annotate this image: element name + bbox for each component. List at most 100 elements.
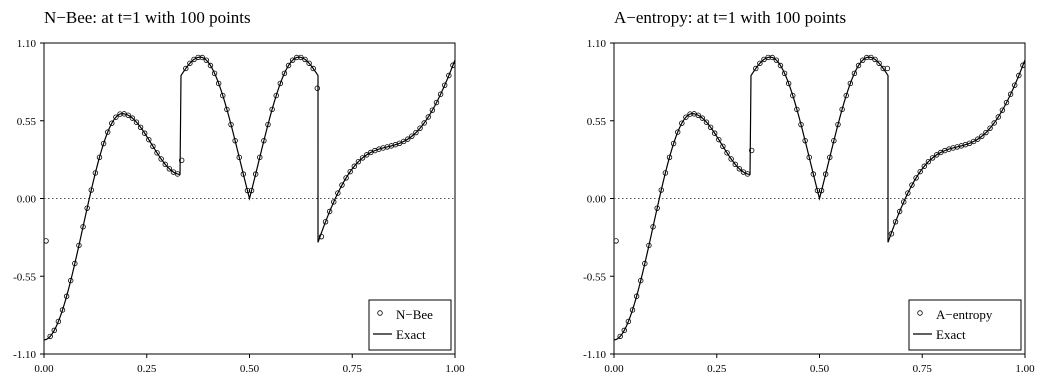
- data-point-marker: [109, 120, 115, 126]
- x-tick-label: 0.50: [240, 363, 260, 375]
- data-point-marker: [141, 130, 148, 136]
- data-point-marker: [790, 92, 796, 99]
- data-point-marker: [232, 137, 238, 144]
- data-point-marker: [248, 187, 255, 194]
- data-point-marker: [876, 60, 882, 66]
- data-point-marker: [100, 140, 107, 147]
- y-tick-label: 0.55: [587, 116, 607, 128]
- data-point-marker: [51, 327, 57, 334]
- data-point-marker: [347, 168, 353, 175]
- data-point-marker: [991, 120, 997, 126]
- data-point-marker: [146, 136, 152, 143]
- chart-legend: N−Bee Exact: [368, 299, 452, 351]
- data-point-marker: [855, 62, 862, 69]
- chart-panel-2: A−entropy: at t=1 with 100 points -1.10 -0…: [583, 8, 1035, 375]
- data-point-marker: [695, 112, 701, 119]
- data-point-marker: [228, 121, 234, 128]
- data-point-marker: [633, 293, 640, 299]
- data-point-marker: [96, 154, 103, 161]
- data-point-marker: [933, 152, 940, 158]
- data-point-marker: [613, 238, 619, 244]
- data-point-marker: [409, 133, 415, 139]
- data-point-marker: [979, 133, 985, 139]
- data-point-marker: [322, 219, 329, 225]
- data-point-marker: [880, 65, 886, 72]
- data-point-marker: [88, 187, 94, 193]
- data-point-marker: [868, 54, 874, 61]
- data-point-marker: [363, 152, 370, 158]
- x-tick-label: 0.25: [707, 363, 727, 375]
- data-point-marker: [63, 293, 70, 299]
- data-point-marker: [670, 140, 677, 147]
- data-point-marker: [178, 157, 185, 164]
- data-point-marker: [666, 154, 673, 161]
- data-point-marker: [240, 171, 247, 177]
- data-point-marker: [281, 70, 288, 77]
- data-point-marker: [417, 125, 423, 131]
- data-point-marker: [711, 130, 718, 136]
- data-point-marker: [104, 129, 111, 135]
- x-tick-label: 0.75: [343, 363, 363, 375]
- data-point-marker: [252, 171, 259, 177]
- legend-label-line: Exact: [396, 327, 426, 342]
- legend-label-markers: N−Bee: [396, 307, 433, 322]
- data-point-marker: [224, 106, 230, 113]
- y-tick-label: -1.10: [583, 349, 606, 361]
- data-point-marker: [125, 112, 131, 119]
- data-point-marker: [999, 107, 1006, 113]
- data-point-marker: [265, 121, 271, 128]
- data-point-marker: [646, 242, 652, 249]
- data-point-marker: [642, 260, 648, 267]
- data-point-marker: [129, 115, 136, 121]
- data-point-marker: [744, 171, 751, 177]
- data-point-marker: [425, 114, 431, 120]
- chart-title: A−entropy: at t=1 with 100 points: [614, 8, 846, 27]
- chart-panel-1: N−Bee: at t=1 with 100 points -1.10 -0.55 0…: [13, 8, 465, 375]
- data-point-marker: [864, 54, 870, 61]
- data-point-marker: [827, 154, 833, 161]
- x-tick-label: 1.00: [1015, 363, 1035, 375]
- data-point-marker: [236, 154, 242, 161]
- data-point-marker: [765, 54, 771, 61]
- data-point-marker: [724, 150, 730, 156]
- data-point-marker: [929, 155, 936, 161]
- data-point-marker: [405, 136, 411, 142]
- y-tick-label: -1.10: [13, 349, 36, 361]
- data-point-marker: [629, 307, 636, 313]
- data-point-marker: [818, 187, 825, 194]
- data-point-marker: [429, 107, 436, 113]
- data-point-marker: [433, 99, 440, 106]
- y-tick-label: -0.55: [583, 271, 606, 283]
- y-tick-label: 1.10: [17, 38, 37, 50]
- data-point-marker: [158, 156, 164, 162]
- data-point-marker: [802, 137, 808, 144]
- x-tick-label: 0.00: [34, 363, 54, 375]
- data-point-marker: [720, 143, 726, 149]
- data-point-marker: [113, 114, 119, 120]
- data-point-marker: [442, 82, 448, 88]
- data-point-marker: [699, 115, 706, 121]
- data-point-marker: [839, 106, 845, 113]
- data-point-marker: [987, 125, 993, 131]
- legend-label-line: Exact: [936, 327, 966, 342]
- data-point-marker: [905, 190, 911, 196]
- data-point-marker: [298, 54, 304, 61]
- data-point-marker: [117, 111, 123, 117]
- x-tick-label: 0.50: [810, 363, 830, 375]
- data-point-marker: [450, 62, 456, 68]
- data-point-marker: [917, 168, 923, 175]
- x-tick-label: 0.75: [913, 363, 933, 375]
- data-point-marker: [703, 119, 710, 125]
- data-point-marker: [794, 106, 800, 113]
- data-point-marker: [318, 233, 325, 240]
- data-point-marker: [901, 199, 907, 205]
- data-point-marker: [1012, 82, 1018, 88]
- data-point-marker: [925, 158, 932, 165]
- data-point-marker: [413, 129, 419, 136]
- legend-box: [368, 299, 452, 351]
- data-point-marker: [302, 56, 308, 63]
- data-point-marker: [921, 163, 928, 169]
- data-point-marker: [761, 56, 767, 63]
- data-point-marker: [187, 60, 193, 66]
- data-point-marker: [43, 238, 49, 244]
